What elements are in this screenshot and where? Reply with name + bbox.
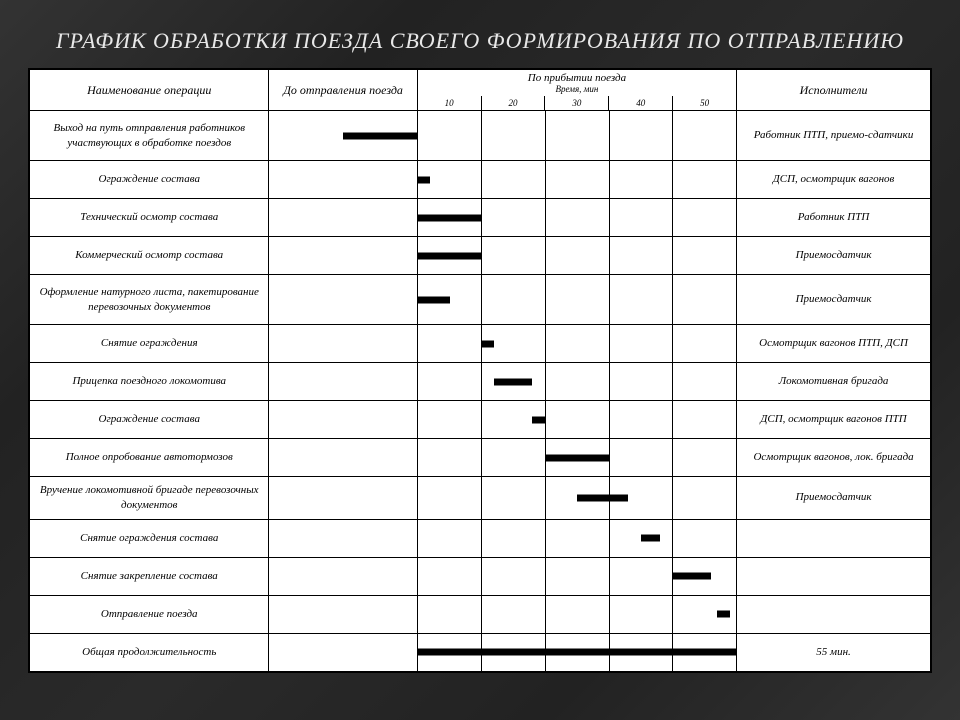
executor: [737, 595, 931, 633]
table-row: Прицепка поездного локомотива Локомотивна…: [30, 363, 931, 401]
pre-cell: [269, 161, 417, 199]
pre-cell: [269, 633, 417, 671]
post-cell: [417, 161, 736, 199]
operation-name: Ограждение состава: [30, 161, 269, 199]
operation-name: Вручение локомотивной бригаде перевозочн…: [30, 477, 269, 520]
operation-name: Отправление поезда: [30, 595, 269, 633]
hdr-after-label: По прибытии поезда: [422, 72, 732, 84]
post-cell: [417, 595, 736, 633]
post-cell: [417, 439, 736, 477]
post-cell: [417, 199, 736, 237]
pre-cell: [269, 439, 417, 477]
post-cell: [417, 325, 736, 363]
post-cell: [417, 363, 736, 401]
operation-name: Снятие ограждения: [30, 325, 269, 363]
executor: ДСП, осмотрщик вагонов ПТП: [737, 401, 931, 439]
operation-name: Снятие закрепление состава: [30, 557, 269, 595]
table-row: Технический осмотр состава Работник ПТП: [30, 199, 931, 237]
executor: ДСП, осмотрщик вагонов: [737, 161, 931, 199]
hdr-operation: Наименование операции: [30, 70, 269, 111]
pre-cell: [269, 557, 417, 595]
pre-cell: [269, 519, 417, 557]
gantt-bar: [577, 494, 628, 501]
executor: Приемосдатчик: [737, 275, 931, 325]
post-cell: [417, 557, 736, 595]
operation-name: Выход на путь отправления работников уча…: [30, 111, 269, 161]
table-row: Общая продолжительность 55 мин.: [30, 633, 931, 671]
gantt-bar: [481, 340, 494, 347]
operation-name: Технический осмотр состава: [30, 199, 269, 237]
gantt-bar: [717, 611, 730, 618]
pre-cell: [269, 363, 417, 401]
tick-20: 20: [481, 96, 545, 111]
executor: Приемосдатчик: [737, 477, 931, 520]
page-title: ГРАФИК ОБРАБОТКИ ПОЕЗДА СВОЕГО ФОРМИРОВА…: [0, 0, 960, 68]
gantt-bar: [418, 252, 482, 259]
gantt-bar: [641, 535, 660, 542]
post-cell: [417, 633, 736, 671]
operation-name: Коммерческий осмотр состава: [30, 237, 269, 275]
pre-cell: [269, 401, 417, 439]
operation-name: Прицепка поездного локомотива: [30, 363, 269, 401]
pre-cell: [269, 477, 417, 520]
hdr-time-label: Время, мин: [422, 84, 732, 94]
gantt-bar: [672, 573, 710, 580]
operation-name: Полное опробование автотормозов: [30, 439, 269, 477]
tick-10: 10: [417, 96, 481, 111]
pre-cell: [269, 325, 417, 363]
pre-cell: [269, 111, 417, 161]
table-row: Снятие закрепление состава: [30, 557, 931, 595]
post-cell: [417, 519, 736, 557]
executor: Осмотрщик вагонов ПТП, ДСП: [737, 325, 931, 363]
post-cell: [417, 111, 736, 161]
executor: Локомотивная бригада: [737, 363, 931, 401]
table-row: Выход на путь отправления работников уча…: [30, 111, 931, 161]
operation-name: Снятие ограждения состава: [30, 519, 269, 557]
hdr-after: По прибытии поезда Время, мин: [417, 70, 736, 97]
executor: Приемосдатчик: [737, 237, 931, 275]
post-cell: [417, 275, 736, 325]
post-cell: [417, 401, 736, 439]
executor: Работник ПТП: [737, 199, 931, 237]
gantt-sheet: Наименование операции До отправления пое…: [28, 68, 932, 673]
executor: [737, 519, 931, 557]
gantt-bar: [343, 132, 417, 139]
executor: [737, 557, 931, 595]
gantt-bar-total: [418, 649, 736, 656]
tick-40: 40: [609, 96, 673, 111]
table-row: Оформление натурного листа, пакетировани…: [30, 275, 931, 325]
pre-cell: [269, 595, 417, 633]
post-cell: [417, 237, 736, 275]
table-row: Отправление поезда: [30, 595, 931, 633]
gantt-bar: [418, 214, 482, 221]
table-row: Коммерческий осмотр состава Приемосдатчик: [30, 237, 931, 275]
gantt-bar: [418, 176, 431, 183]
gantt-table: Наименование операции До отправления пое…: [29, 69, 931, 672]
tick-50: 50: [673, 96, 737, 111]
pre-cell: [269, 199, 417, 237]
table-row: Ограждение состава ДСП, осмотрщик вагонов: [30, 161, 931, 199]
post-cell: [417, 477, 736, 520]
table-row: Снятие ограждения Осмотрщик вагонов ПТП, …: [30, 325, 931, 363]
table-row: Вручение локомотивной бригаде перевозочн…: [30, 477, 931, 520]
executor: Работник ПТП, приемо-сдатчики: [737, 111, 931, 161]
pre-cell: [269, 275, 417, 325]
pre-cell: [269, 237, 417, 275]
table-row: Полное опробование автотормозов Осмотрщик…: [30, 439, 931, 477]
gantt-bar: [545, 454, 609, 461]
operation-name: Общая продолжительность: [30, 633, 269, 671]
operation-name: Ограждение состава: [30, 401, 269, 439]
hdr-before: До отправления поезда: [269, 70, 417, 111]
hdr-executors: Исполнители: [737, 70, 931, 111]
operation-name: Оформление натурного листа, пакетировани…: [30, 275, 269, 325]
table-row: Ограждение состава ДСП, осмотрщик вагонов…: [30, 401, 931, 439]
gantt-bar: [532, 416, 545, 423]
tick-30: 30: [545, 96, 609, 111]
gantt-bar: [494, 378, 532, 385]
executor: 55 мин.: [737, 633, 931, 671]
table-row: Снятие ограждения состава: [30, 519, 931, 557]
executor: Осмотрщик вагонов, лок. бригада: [737, 439, 931, 477]
gantt-bar: [418, 296, 450, 303]
